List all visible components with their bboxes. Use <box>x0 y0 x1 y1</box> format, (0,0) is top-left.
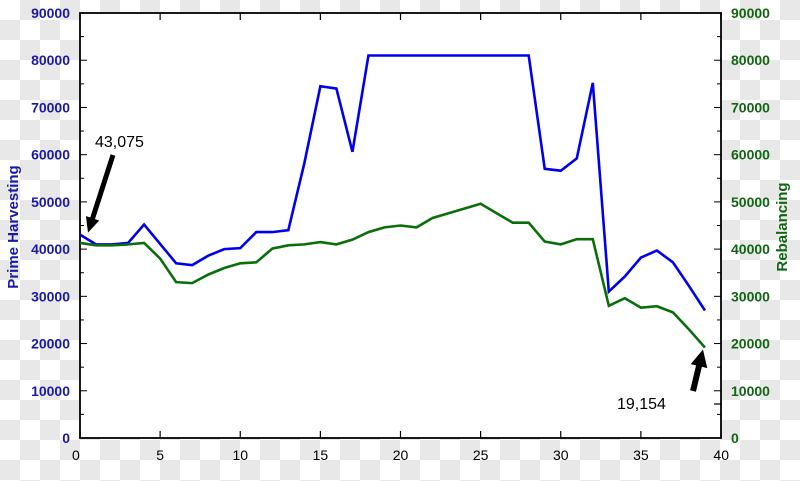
svg-text:90000: 90000 <box>31 5 70 21</box>
svg-text:30000: 30000 <box>731 288 770 304</box>
svg-text:50000: 50000 <box>31 194 70 210</box>
svg-text:70000: 70000 <box>731 99 770 115</box>
svg-text:30: 30 <box>553 447 569 463</box>
svg-text:30000: 30000 <box>31 288 70 304</box>
svg-text:0: 0 <box>62 430 70 446</box>
svg-text:19,154: 19,154 <box>617 396 666 413</box>
svg-text:20: 20 <box>393 447 409 463</box>
svg-text:15: 15 <box>313 447 329 463</box>
svg-text:25: 25 <box>473 447 489 463</box>
svg-text:0: 0 <box>731 430 739 446</box>
svg-text:40: 40 <box>713 447 729 463</box>
svg-text:5: 5 <box>156 447 164 463</box>
svg-text:Rebalancing: Rebalancing <box>774 182 791 271</box>
svg-text:20000: 20000 <box>731 336 770 352</box>
svg-text:0: 0 <box>72 447 80 463</box>
svg-text:10: 10 <box>232 447 248 463</box>
svg-text:20000: 20000 <box>31 336 70 352</box>
svg-text:40000: 40000 <box>31 241 70 257</box>
svg-text:70000: 70000 <box>31 99 70 115</box>
svg-text:80000: 80000 <box>31 52 70 68</box>
svg-text:40000: 40000 <box>731 241 770 257</box>
svg-text:60000: 60000 <box>731 147 770 163</box>
svg-text:80000: 80000 <box>731 52 770 68</box>
svg-text:43,075: 43,075 <box>95 134 144 151</box>
svg-text:50000: 50000 <box>731 194 770 210</box>
svg-text:10000: 10000 <box>731 383 770 399</box>
svg-text:90000: 90000 <box>731 5 770 21</box>
svg-text:35: 35 <box>633 447 649 463</box>
svg-text:60000: 60000 <box>31 147 70 163</box>
svg-text:10000: 10000 <box>31 383 70 399</box>
svg-text:Prime Harvesting: Prime Harvesting <box>5 165 22 288</box>
